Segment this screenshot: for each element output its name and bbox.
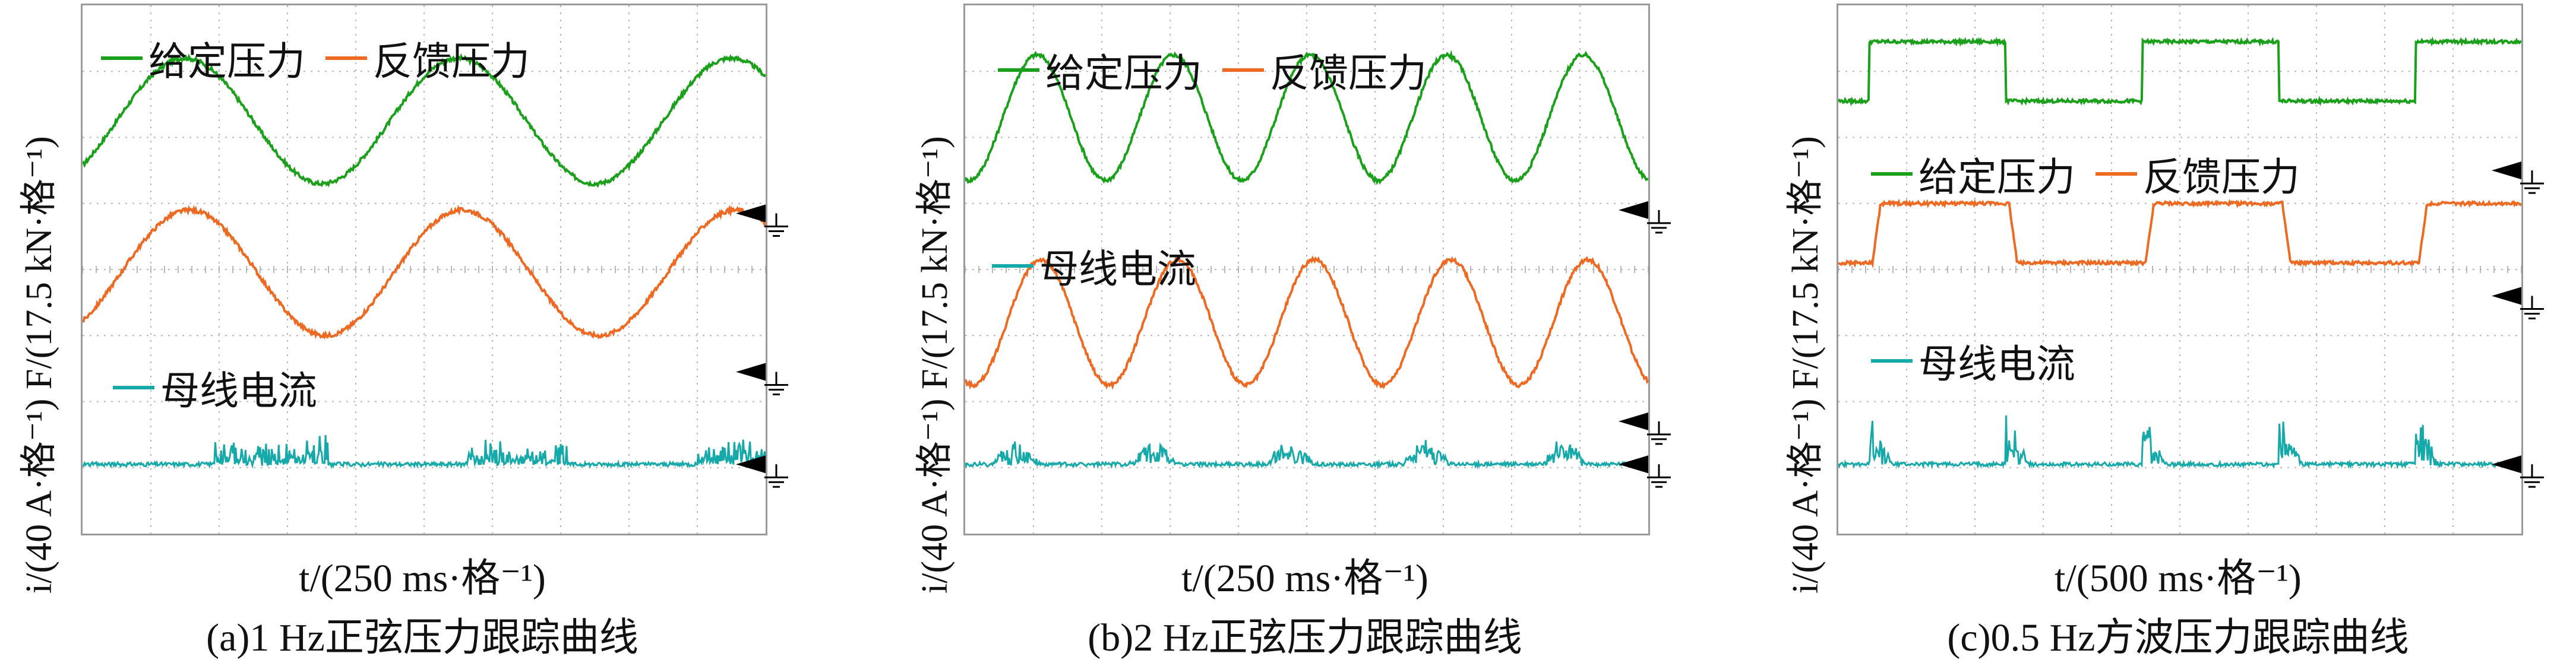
legend-label-feedback: 反馈压力	[373, 39, 530, 84]
y-axis-label: i/(40 A·格⁻¹) F/(17.5 kN·格⁻¹)	[19, 136, 59, 594]
legend-swatch-current	[1871, 359, 1913, 363]
series-bus-current	[1838, 415, 2521, 470]
ground-marker-feedback	[1619, 412, 1648, 430]
legend-item-given: 给定压力	[998, 42, 1202, 99]
series-given-pressure	[83, 53, 766, 188]
ground-marker-arrow	[2492, 455, 2521, 474]
caption: (c)0.5 Hz方波压力跟踪曲线	[1947, 616, 2409, 659]
ground-symbol	[764, 464, 788, 488]
ground-marker-arrow	[736, 363, 766, 381]
legend-label-current: 母线电流	[1039, 246, 1196, 292]
ground-marker-arrow	[2492, 287, 2521, 305]
y-axis-label: i/(40 A·格⁻¹) F/(17.5 kN·格⁻¹)	[915, 136, 955, 594]
legend-swatch-current	[113, 386, 154, 389]
chart-svg	[965, 5, 1648, 534]
ground-marker-given	[2492, 161, 2521, 180]
legend-swatch-feedback	[325, 56, 367, 60]
legend-top: 给定压力 反馈压力	[1871, 145, 2320, 202]
plot-area	[963, 4, 1650, 535]
legend-item-current: 母线电流	[1871, 332, 2075, 389]
chart-svg	[1838, 5, 2521, 534]
ground-marker-arrow	[736, 455, 766, 474]
ground-marker-current	[1619, 455, 1648, 474]
legend-item-feedback: 反馈压力	[2095, 145, 2300, 202]
legend-top: 给定压力 反馈压力	[101, 30, 550, 87]
legend-item-given: 给定压力	[1871, 145, 2075, 202]
ground-marker-current	[2492, 455, 2521, 474]
legend-item-current: 母线电流	[992, 237, 1196, 294]
ground-marker-current	[736, 455, 766, 474]
legend-item-feedback: 反馈压力	[325, 30, 530, 87]
legend-label-current: 母线电流	[1918, 341, 2075, 387]
legend-swatch-given	[998, 68, 1039, 72]
plot-area	[81, 4, 767, 535]
series-bus-current	[965, 440, 1648, 470]
ground-marker-given	[736, 204, 766, 223]
ground-marker-arrow	[1619, 201, 1648, 219]
caption: (b)2 Hz正弦压力跟踪曲线	[1088, 616, 1522, 659]
legend-label-feedback: 反馈压力	[2143, 154, 2300, 200]
ground-symbol	[1647, 421, 1671, 445]
legend-label-given: 给定压力	[1918, 154, 2075, 200]
legend-item-current: 母线电流	[113, 359, 317, 416]
legend-current: 母线电流	[113, 359, 337, 416]
legend-current: 母线电流	[992, 237, 1216, 294]
ground-symbol	[2520, 296, 2544, 319]
ground-marker-given	[1619, 201, 1648, 219]
legend-swatch-given	[101, 56, 143, 60]
series-feedback-pressure	[83, 204, 766, 340]
ground-symbol	[2520, 464, 2544, 488]
ground-symbol	[1647, 464, 1671, 488]
legend-top: 给定压力 反馈压力	[998, 42, 1447, 99]
legend-swatch-current	[992, 264, 1033, 268]
legend-swatch-given	[1871, 172, 1913, 176]
chart-svg	[83, 5, 766, 534]
ground-marker-feedback	[2492, 287, 2521, 305]
legend-item-feedback: 反馈压力	[1222, 42, 1427, 99]
y-axis-label: i/(40 A·格⁻¹) F/(17.5 kN·格⁻¹)	[1785, 136, 1826, 594]
x-axis-label: t/(500 ms·格⁻¹)	[2055, 557, 2302, 600]
ground-marker-feedback	[736, 363, 766, 381]
series-feedback-pressure	[1838, 198, 2521, 269]
series-bus-current	[83, 435, 766, 469]
ground-symbol	[764, 372, 788, 395]
x-axis-label: t/(250 ms·格⁻¹)	[1181, 557, 1428, 600]
ground-symbol	[764, 213, 788, 237]
ground-marker-arrow	[736, 204, 766, 223]
legend-swatch-feedback	[1222, 68, 1264, 72]
ground-marker-arrow	[2492, 161, 2521, 180]
ground-marker-arrow	[1619, 412, 1648, 430]
series-given-pressure	[965, 49, 1648, 186]
legend-current: 母线电流	[1871, 332, 2095, 389]
legend-label-given: 给定压力	[1045, 50, 1202, 96]
series-feedback-pressure	[965, 254, 1648, 391]
plot-area	[1837, 4, 2523, 535]
ground-symbol	[2520, 170, 2544, 194]
legend-item-given: 给定压力	[101, 30, 305, 87]
ground-symbol	[1647, 210, 1671, 234]
caption: (a)1 Hz正弦压力跟踪曲线	[206, 616, 639, 659]
series-given-pressure	[1838, 36, 2521, 107]
ground-marker-arrow	[1619, 455, 1648, 474]
legend-label-given: 给定压力	[148, 39, 305, 84]
x-axis-label: t/(250 ms·格⁻¹)	[299, 557, 546, 600]
legend-label-feedback: 反馈压力	[1270, 50, 1427, 96]
legend-swatch-feedback	[2095, 172, 2137, 176]
legend-label-current: 母线电流	[160, 368, 317, 414]
